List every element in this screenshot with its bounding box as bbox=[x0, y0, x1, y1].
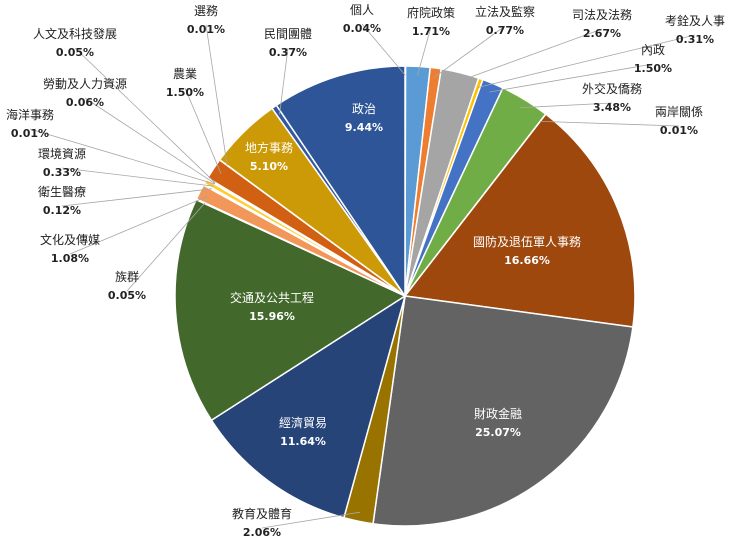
slice-percent: 2.06% bbox=[243, 526, 281, 539]
slice-percent: 1.71% bbox=[412, 25, 450, 38]
pie-slice bbox=[210, 294, 407, 519]
slice-percent: 0.06% bbox=[66, 96, 104, 109]
slice-labels: 個人 0.04% 府院政策 1.71% 立法及監察 0.77% 司法及法務 2.67% 考銓及人… bbox=[6, 3, 725, 539]
slice-label: 農業 bbox=[173, 67, 197, 81]
slice-percent: 16.66% bbox=[504, 254, 550, 267]
slice-percent: 0.31% bbox=[676, 33, 714, 46]
slice-label: 兩岸關係 bbox=[655, 105, 703, 119]
pie-slice bbox=[275, 65, 406, 299]
slice-label: 司法及法務 bbox=[572, 8, 632, 22]
slice-percent: 0.33% bbox=[43, 166, 81, 179]
slice-label: 文化及傳媒 bbox=[40, 232, 100, 247]
leader-line bbox=[540, 121, 680, 127]
slice-label: 政治 bbox=[352, 102, 376, 116]
leader-line bbox=[457, 28, 603, 82]
slice-label: 經濟貿易 bbox=[279, 415, 327, 430]
pie-slices bbox=[174, 65, 636, 527]
slice-percent: 0.01% bbox=[11, 127, 49, 140]
pie-slice bbox=[372, 295, 634, 527]
slice-label: 衛生醫療 bbox=[38, 185, 86, 199]
leader-line bbox=[434, 25, 506, 78]
slice-percent: 0.04% bbox=[343, 22, 381, 35]
slice-percent: 25.07% bbox=[475, 426, 521, 439]
leader-line bbox=[520, 102, 613, 109]
leader-line bbox=[29, 128, 215, 185]
leader-line bbox=[279, 47, 289, 115]
slice-label: 選務 bbox=[194, 4, 218, 18]
slice-label: 外交及僑務 bbox=[582, 81, 642, 96]
slice-label: 環境資源 bbox=[38, 146, 86, 161]
slice-percent: 0.05% bbox=[56, 46, 94, 59]
leader-line bbox=[184, 87, 222, 174]
slice-percent: 9.44% bbox=[345, 121, 383, 134]
leader-line bbox=[261, 511, 361, 529]
pie-slice bbox=[403, 113, 636, 328]
slice-label: 財政金融 bbox=[474, 406, 522, 421]
leader-line bbox=[126, 202, 205, 292]
slice-label: 個人 bbox=[350, 3, 374, 17]
leader-line bbox=[205, 24, 228, 166]
slice-percent: 15.96% bbox=[249, 310, 295, 323]
leader-line bbox=[61, 167, 214, 187]
slice-label: 民間團體 bbox=[264, 27, 312, 41]
pie-slice bbox=[174, 198, 407, 422]
slice-label: 內政 bbox=[641, 43, 665, 57]
slice-percent: 0.01% bbox=[660, 124, 698, 137]
leader-line bbox=[74, 47, 216, 184]
leader-line bbox=[477, 34, 696, 88]
slice-label: 教育及體育 bbox=[232, 506, 292, 521]
slice-percent: 0.37% bbox=[269, 46, 307, 59]
slice-percent: 0.05% bbox=[108, 289, 146, 302]
slice-label: 立法及監察 bbox=[475, 4, 535, 19]
slice-label: 人文及科技發展 bbox=[33, 26, 117, 41]
leader-line bbox=[69, 195, 209, 255]
slice-label: 族群 bbox=[115, 270, 139, 284]
slice-percent: 1.08% bbox=[51, 252, 89, 265]
slice-percent: 0.01% bbox=[187, 23, 225, 36]
slice-percent: 1.50% bbox=[634, 62, 672, 75]
leader-line bbox=[417, 26, 432, 76]
leader-lines bbox=[29, 23, 696, 529]
slice-label: 考銓及人事 bbox=[665, 13, 725, 28]
leader-line bbox=[489, 63, 654, 93]
slice-percent: 0.12% bbox=[43, 204, 81, 217]
slice-label: 交通及公共工程 bbox=[230, 290, 314, 305]
slice-percent: 0.77% bbox=[486, 24, 524, 37]
leader-line bbox=[84, 97, 216, 184]
slice-label: 府院政策 bbox=[407, 5, 455, 20]
slice-percent: 2.67% bbox=[583, 27, 621, 40]
slice-percent: 5.10% bbox=[250, 160, 288, 173]
leader-line bbox=[61, 188, 213, 207]
leader-line bbox=[361, 23, 406, 76]
slice-label: 海洋事務 bbox=[6, 107, 54, 122]
slice-label: 勞動及人力資源 bbox=[43, 77, 127, 91]
slice-percent: 1.50% bbox=[166, 86, 204, 99]
slice-percent: 3.48% bbox=[593, 101, 631, 114]
slice-percent: 11.64% bbox=[280, 435, 326, 448]
slice-label: 地方事務 bbox=[245, 140, 293, 155]
slice-label: 國防及退伍軍人事務 bbox=[473, 234, 581, 249]
